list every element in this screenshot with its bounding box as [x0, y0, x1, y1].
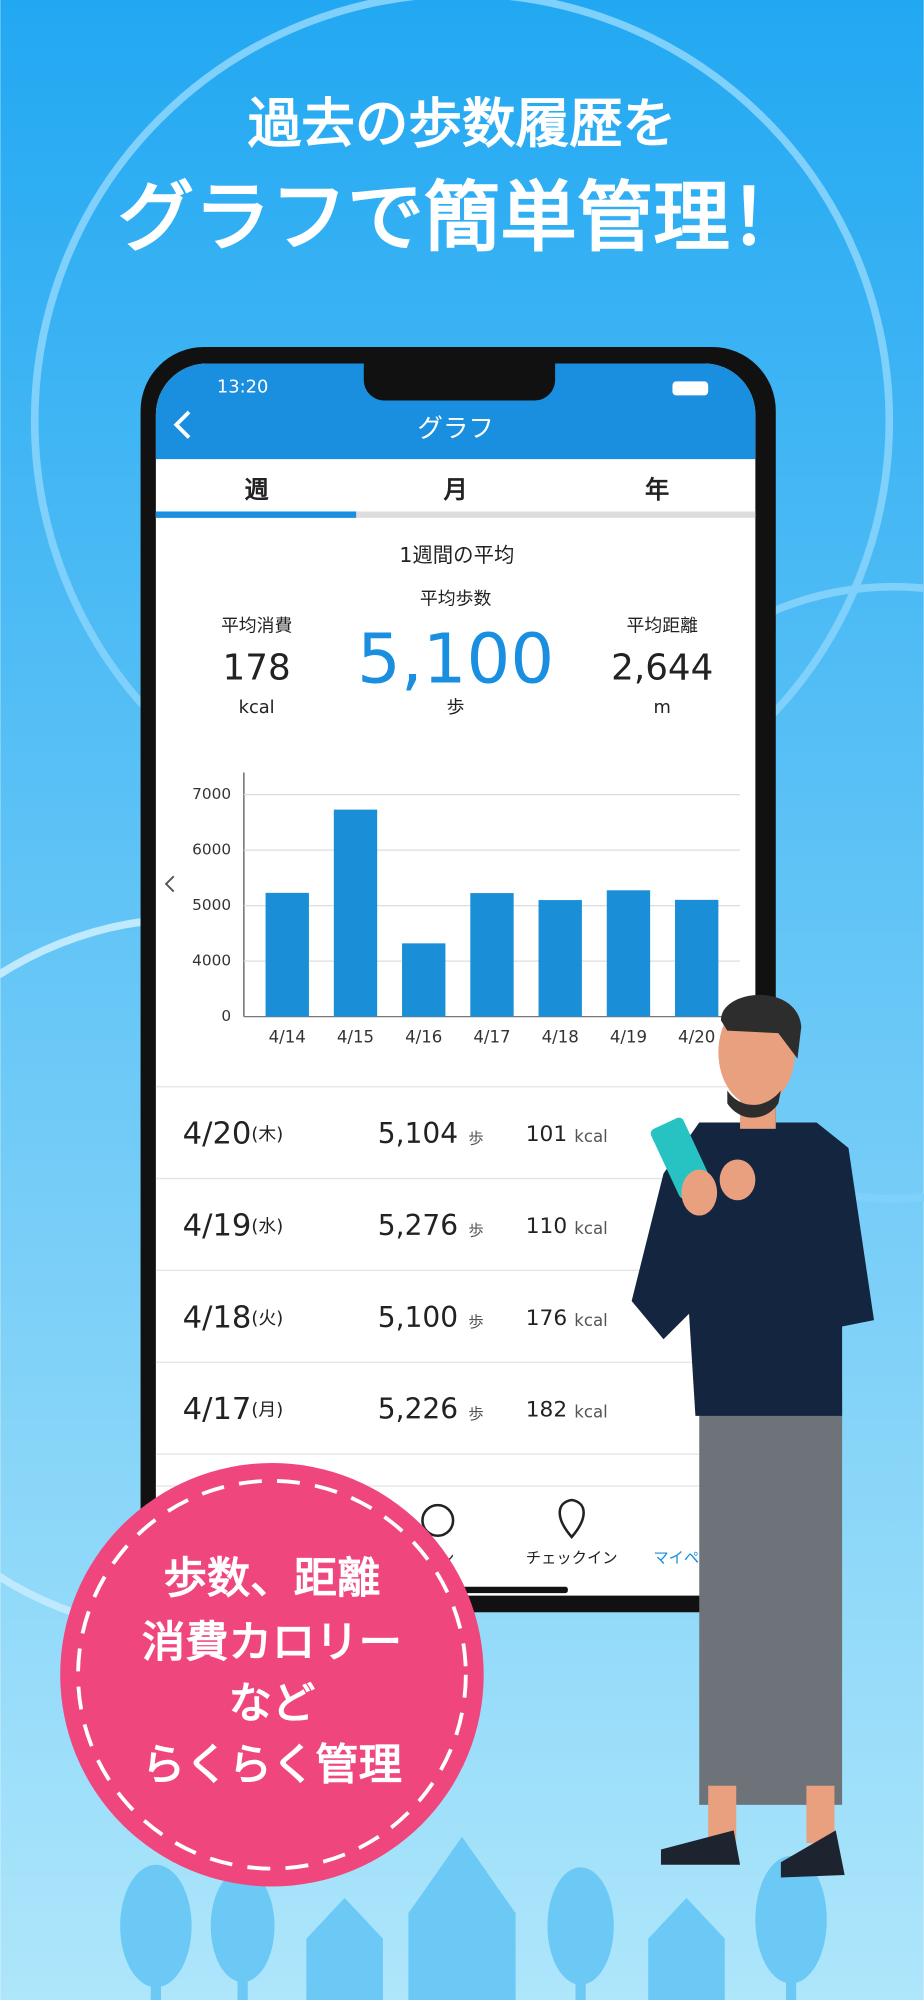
notch — [363, 363, 556, 401]
row-kcal-unit: kcal — [574, 1219, 607, 1238]
row-steps: 5,276 — [378, 1209, 458, 1242]
content: 週月年1週間の平均平均消費178kcal平均歩数5,100歩平均距離2,644m… — [155, 476, 756, 1567]
row-steps: 5,100 — [378, 1301, 458, 1334]
town — [120, 1836, 827, 2000]
badge-line: 歩数、距離 — [164, 1554, 381, 1604]
bar — [470, 893, 514, 1017]
bar — [675, 899, 719, 1017]
stat-value: 178 — [223, 648, 291, 689]
stat-label: 平均消費 — [221, 615, 292, 636]
tab[interactable]: 週 — [245, 476, 270, 504]
back-button[interactable] — [173, 410, 191, 439]
badge-ring — [76, 1478, 468, 1871]
row-steps: 5,104 — [378, 1117, 458, 1150]
stat-unit: 歩 — [447, 697, 465, 718]
row-kcal-unit: kcal — [574, 1403, 607, 1422]
nav-item[interactable]: マイペ — [653, 1549, 699, 1567]
row-steps: 5,226 — [378, 1393, 458, 1426]
person — [631, 994, 874, 1878]
app-header — [155, 363, 756, 460]
row-weekday: (月) — [251, 1400, 283, 1421]
y-tick-label: 5000 — [192, 896, 231, 914]
phone-screen — [155, 363, 756, 1596]
row-steps-unit: 歩 — [468, 1313, 483, 1331]
y-tick-label: 0 — [221, 1007, 231, 1025]
badge-line: など — [229, 1679, 316, 1729]
x-tick-label: 4/16 — [405, 1028, 442, 1047]
badge-line: らくらく管理 — [142, 1740, 402, 1790]
row-kcal-unit: kcal — [574, 1127, 607, 1146]
y-tick-label: 4000 — [192, 952, 231, 970]
status-time: 13:20 — [217, 377, 268, 398]
row-weekday: (火) — [251, 1308, 283, 1329]
stat-value: 5,100 — [357, 619, 554, 699]
stat-unit: m — [654, 697, 671, 718]
y-tick-label: 7000 — [192, 785, 231, 803]
chart-prev[interactable] — [164, 875, 175, 893]
stat-label: 平均距離 — [627, 615, 699, 636]
row-kcal: 110 — [526, 1214, 567, 1239]
tab[interactable]: 月 — [443, 476, 468, 504]
bar — [265, 892, 309, 1017]
x-tick-label: 4/14 — [269, 1028, 306, 1047]
row-kcal-unit: kcal — [574, 1311, 607, 1330]
row-steps-unit: 歩 — [468, 1221, 483, 1239]
x-tick-label: 4/15 — [337, 1028, 374, 1047]
nav-item[interactable]: チェックイン — [526, 1549, 618, 1567]
x-tick-label: 4/17 — [473, 1028, 510, 1047]
headline: グラフで簡単管理！ — [118, 174, 807, 263]
row-weekday: (木) — [251, 1124, 283, 1145]
stat-value: 2,644 — [611, 648, 713, 689]
x-tick-label: 4/18 — [542, 1028, 579, 1047]
bar — [402, 943, 446, 1017]
y-tick-label: 6000 — [192, 841, 231, 859]
row-kcal: 176 — [526, 1306, 567, 1331]
stat-unit: kcal — [239, 697, 275, 718]
tab[interactable]: 年 — [645, 476, 669, 504]
row-kcal: 101 — [526, 1122, 567, 1147]
bar — [333, 809, 378, 1017]
summary-title: 1週間の平均 — [399, 543, 514, 567]
x-tick-label: 4/20 — [678, 1028, 715, 1047]
stat-label: 平均歩数 — [420, 588, 492, 609]
x-tick-label: 4/19 — [610, 1028, 647, 1047]
row-kcal: 182 — [526, 1398, 567, 1423]
row-weekday: (水) — [251, 1216, 283, 1237]
nav-icon — [558, 1498, 585, 1539]
bar — [606, 890, 651, 1017]
badge — [60, 1463, 484, 1887]
headline: 過去の歩数履歴を — [248, 92, 677, 155]
nav-icon — [421, 1503, 455, 1537]
row-steps-unit: 歩 — [468, 1405, 483, 1423]
tab-track — [155, 511, 756, 518]
battery-icon — [672, 381, 709, 396]
tab-indicator — [155, 511, 357, 518]
screen-title: グラフ — [417, 414, 494, 444]
badge-line: 消費カロリー — [142, 1618, 402, 1668]
row-steps-unit: 歩 — [468, 1130, 483, 1148]
bar — [538, 900, 582, 1017]
